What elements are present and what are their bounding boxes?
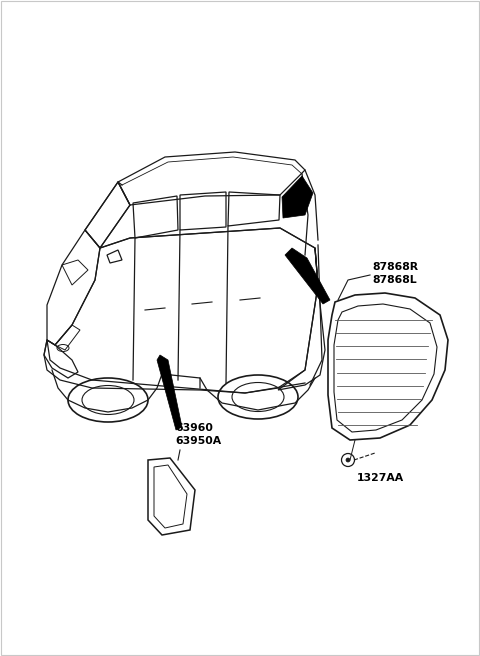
Text: 87868L: 87868L — [372, 275, 417, 285]
Text: 63960: 63960 — [175, 423, 213, 433]
Polygon shape — [157, 355, 182, 430]
Circle shape — [346, 458, 350, 462]
Text: 87868R: 87868R — [372, 262, 418, 272]
Polygon shape — [282, 176, 313, 218]
Polygon shape — [285, 248, 330, 304]
Text: 63950A: 63950A — [175, 436, 221, 446]
Text: 1327AA: 1327AA — [357, 473, 404, 483]
